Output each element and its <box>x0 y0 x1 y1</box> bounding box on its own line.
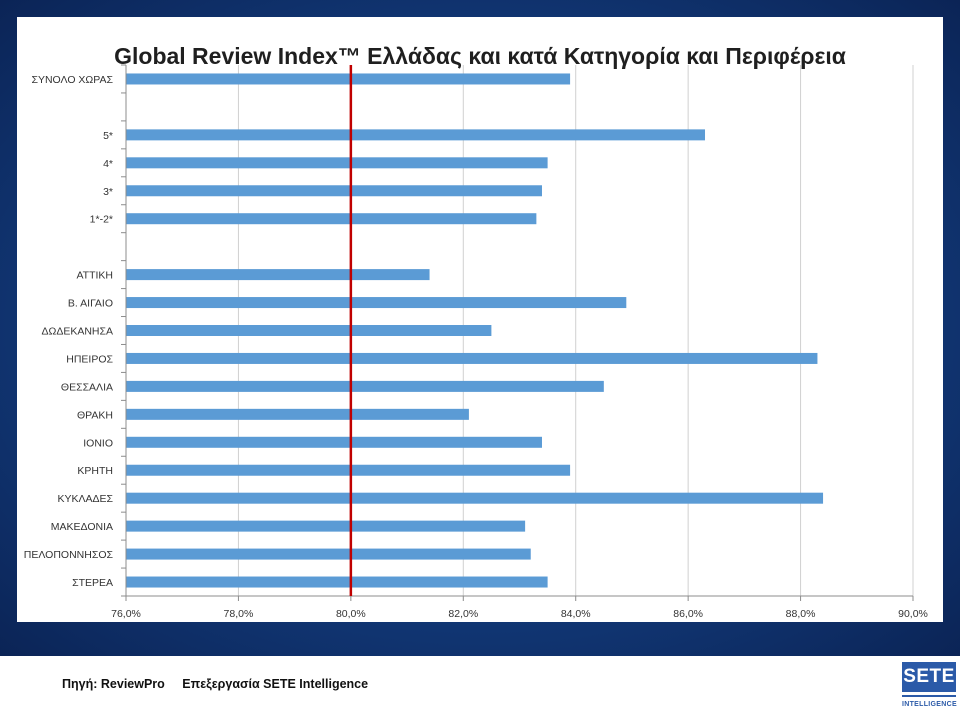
category-label: ΚΥΚΛΑΔΕΣ <box>57 493 113 505</box>
category-label: Β. ΑΙΓΑΙΟ <box>68 298 113 310</box>
bar <box>126 157 548 169</box>
category-label: ΗΠΕΙΡΟΣ <box>66 353 113 365</box>
bar <box>126 213 537 225</box>
x-tick-label: 80,0% <box>336 608 366 620</box>
bar <box>126 576 548 588</box>
x-tick-label: 84,0% <box>561 608 591 620</box>
bar <box>126 380 604 392</box>
category-label: 4* <box>103 158 113 170</box>
category-label: ΙΟΝΙΟ <box>83 437 113 449</box>
logo-rule <box>902 695 956 697</box>
category-label: ΘΡΑΚΗ <box>77 409 113 421</box>
x-tick-label: 88,0% <box>786 608 816 620</box>
bar <box>126 464 571 476</box>
category-label: ΑΤΤΙΚΗ <box>76 270 113 282</box>
x-tick-label: 78,0% <box>224 608 254 620</box>
x-tick-label: 82,0% <box>448 608 478 620</box>
chart-title: Global Review Index™ Ελλάδας και κατά Κα… <box>114 43 846 69</box>
bar <box>126 269 430 281</box>
bar <box>126 297 627 309</box>
bar <box>126 520 526 532</box>
category-label: ΠΕΛΟΠΟΝΝΗΣΟΣ <box>24 549 114 561</box>
x-tick-label: 76,0% <box>111 608 141 620</box>
category-label: 3* <box>103 186 113 198</box>
chart-panel: Global Review Index™ Ελλάδας και κατά Κα… <box>17 17 943 622</box>
bar <box>126 548 531 560</box>
source-label: Πηγή: ReviewPro <box>62 677 165 691</box>
category-label: 5* <box>103 130 113 142</box>
source-footer: Πηγή: ReviewPro Επεξεργασία SETE Intelli… <box>62 677 382 691</box>
logo-main-text: SETE <box>902 662 956 692</box>
bar <box>126 408 469 420</box>
bar <box>126 185 542 197</box>
processing-label: Επεξεργασία SETE Intelligence <box>182 677 369 691</box>
logo-sub-text: INTELLIGENCE <box>902 701 957 708</box>
bar <box>126 492 824 504</box>
category-label: ΚΡΗΤΗ <box>77 465 113 477</box>
sete-logo: SETE INTELLIGENCE <box>902 662 957 716</box>
x-tick-label: 86,0% <box>673 608 703 620</box>
bar <box>126 129 706 141</box>
bar <box>126 73 571 85</box>
x-tick-label: 90,0% <box>898 608 928 620</box>
bar <box>126 352 818 364</box>
category-label: ΜΑΚΕΔΟΝΙΑ <box>51 521 113 533</box>
category-label: ΘΕΣΣΑΛΙΑ <box>61 381 113 393</box>
bar <box>126 436 542 448</box>
category-label: ΣΥΝΟΛΟ ΧΩΡΑΣ <box>31 74 113 86</box>
category-label: ΔΩΔΕΚΑΝΗΣΑ <box>41 326 113 338</box>
category-label: ΣΤΕΡΕΑ <box>72 577 113 589</box>
bar <box>126 325 492 336</box>
category-label: 1*-2* <box>90 214 113 226</box>
bar-chart: ΣΥΝΟΛΟ ΧΩΡΑΣ 5* 4* 3* 1*-2* ΑΤΤΙΚΗ Β. ΑΙΓΑΙΟ ΔΩ… <box>24 64 928 620</box>
